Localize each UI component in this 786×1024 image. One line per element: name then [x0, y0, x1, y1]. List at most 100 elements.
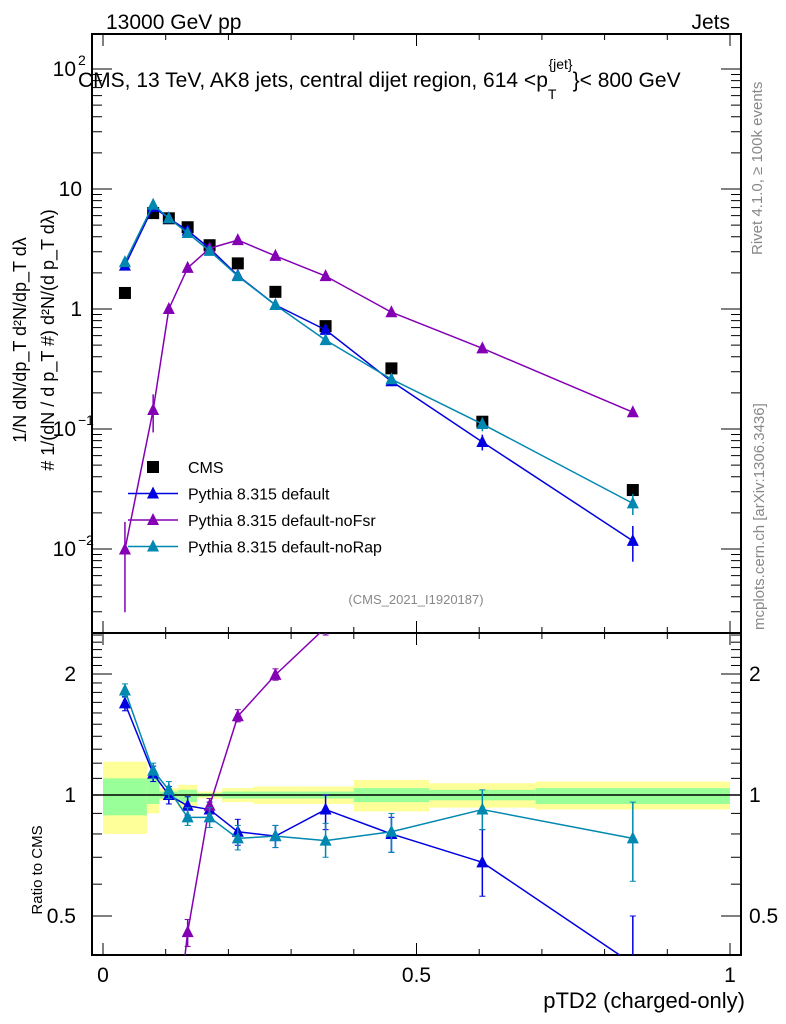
mc-line-2 [168, 267, 189, 310]
analysis-tag: (CMS_2021_I1920187) [348, 592, 483, 607]
mc-data-point [147, 402, 160, 415]
stat-uncertainty-band [103, 778, 147, 816]
main-plot-series [118, 197, 639, 613]
ratio-line-1 [186, 805, 211, 933]
legend-marker-cms [147, 461, 159, 473]
mc-line-1 [124, 206, 154, 266]
axes [91, 33, 742, 956]
x-tick-label: 0.5 [402, 964, 431, 987]
mc-data-point [476, 417, 489, 430]
x-tick-label: 1 [724, 964, 736, 987]
mc-line-3 [391, 378, 483, 425]
mc-line-3 [274, 304, 327, 341]
mc-line-2 [482, 347, 634, 413]
cms-data-point [626, 484, 639, 497]
legend-entry: Pythia 8.315 default [188, 487, 330, 504]
ratio-data-point [231, 709, 244, 722]
mc-data-point [231, 233, 244, 246]
data-uncertainty-bands [103, 761, 730, 834]
ratio-data-point [203, 810, 216, 823]
ratio-y-tick-label: 1 [64, 784, 76, 807]
ratio-line-2 [275, 835, 326, 842]
mc-line-1 [391, 380, 483, 443]
mc-data-point [476, 341, 489, 354]
cms-data-point [118, 286, 131, 299]
mc-data-point [203, 243, 216, 256]
mc-line-3 [124, 204, 154, 263]
stat-uncertainty-band [535, 788, 730, 804]
header-process-label: Jets [691, 11, 730, 34]
mc-data-point [118, 255, 131, 268]
mc-data-point [626, 533, 639, 546]
ratio-line-0 [237, 831, 276, 837]
ratio-line-1 [237, 674, 276, 717]
y-axis-label-formatted: # 1/(dN / d p_T #) d²N/(d p_T dλ) [38, 209, 59, 470]
ratio-line-0 [481, 861, 621, 956]
cms-data-point [269, 285, 282, 298]
ratio-line-0 [325, 808, 392, 835]
mc-data-point [147, 197, 160, 210]
ratio-line-0 [124, 703, 154, 774]
ratio-data-point [118, 696, 131, 709]
mc-data-point [269, 248, 282, 261]
mcplots-label: mcplots.cern.ch [arXiv:1306.3436] [751, 403, 768, 630]
mc-data-point [269, 297, 282, 310]
mc-data-point [162, 302, 175, 314]
y-axis-label: 1/N dN/dp_T d²N/dp_T dλ [10, 237, 31, 442]
legend-marker [147, 486, 159, 499]
ratio-line-0 [391, 833, 483, 864]
mc-line-3 [237, 275, 276, 306]
legend-entry: Pythia 8.315 default-noRap [188, 540, 382, 557]
mc-line-1 [275, 304, 326, 331]
mc-line-2 [209, 239, 239, 250]
mc-line-3 [325, 339, 392, 380]
ratio-line-2 [325, 831, 392, 842]
ratio-data-point [319, 802, 332, 815]
ratio-y-tick-label-right: 0.5 [749, 905, 778, 928]
ratio-line-2 [482, 808, 633, 840]
y-tick-label: 10 [53, 538, 76, 561]
legend-entry: CMS [188, 460, 224, 477]
mc-data-point [319, 333, 332, 346]
ratio-y-tick-label: 2 [64, 663, 76, 686]
ratio-data-point [385, 824, 398, 837]
mc-data-point [118, 542, 131, 555]
stat-uncertainty-band [178, 789, 198, 803]
mc-data-point [626, 496, 639, 509]
ratio-line-2 [124, 690, 154, 771]
ratio-data-point [476, 855, 489, 868]
ratio-data-point [269, 829, 282, 842]
legend-marker [147, 513, 159, 525]
ratio-data-point [231, 831, 244, 844]
x-tick-label: 0 [97, 964, 109, 987]
cms-data-point [385, 362, 398, 375]
y-tick-exponent: −2 [78, 532, 94, 548]
ratio-line-2 [391, 808, 483, 833]
legend-marker [147, 539, 159, 552]
rivet-version-label: Rivet 4.1.0, ≥ 100k events [749, 82, 766, 255]
x-axis-label: pTD2 (charged-only) [543, 988, 745, 1013]
ratio-data-point [269, 667, 282, 680]
mc-data-point [181, 225, 194, 238]
ratio-data-point [181, 925, 194, 938]
mc-data-point [162, 211, 175, 224]
mc-line-2 [325, 275, 392, 313]
plot-title: CMS, 13 TeV, AK8 jets, central dijet reg… [78, 56, 681, 102]
header-beam-label: 13000 GeV pp [106, 11, 241, 34]
mc-line-2 [391, 311, 483, 350]
mc-data-point [385, 372, 398, 385]
ratio-plot-series [118, 632, 639, 956]
y-tick-exponent: 2 [78, 52, 86, 68]
mc-data-point [476, 434, 489, 447]
ratio-line-2 [237, 835, 276, 840]
ratio-data-point [147, 763, 160, 776]
y-tick-label: 10 [59, 178, 82, 201]
ratio-line-0 [275, 808, 326, 837]
mc-line-2 [237, 239, 276, 257]
mc-data-point [626, 405, 639, 418]
ratio-y-tick-label: 0.5 [47, 905, 76, 928]
mc-line-3 [481, 423, 634, 505]
ratio-data-point [319, 833, 332, 846]
